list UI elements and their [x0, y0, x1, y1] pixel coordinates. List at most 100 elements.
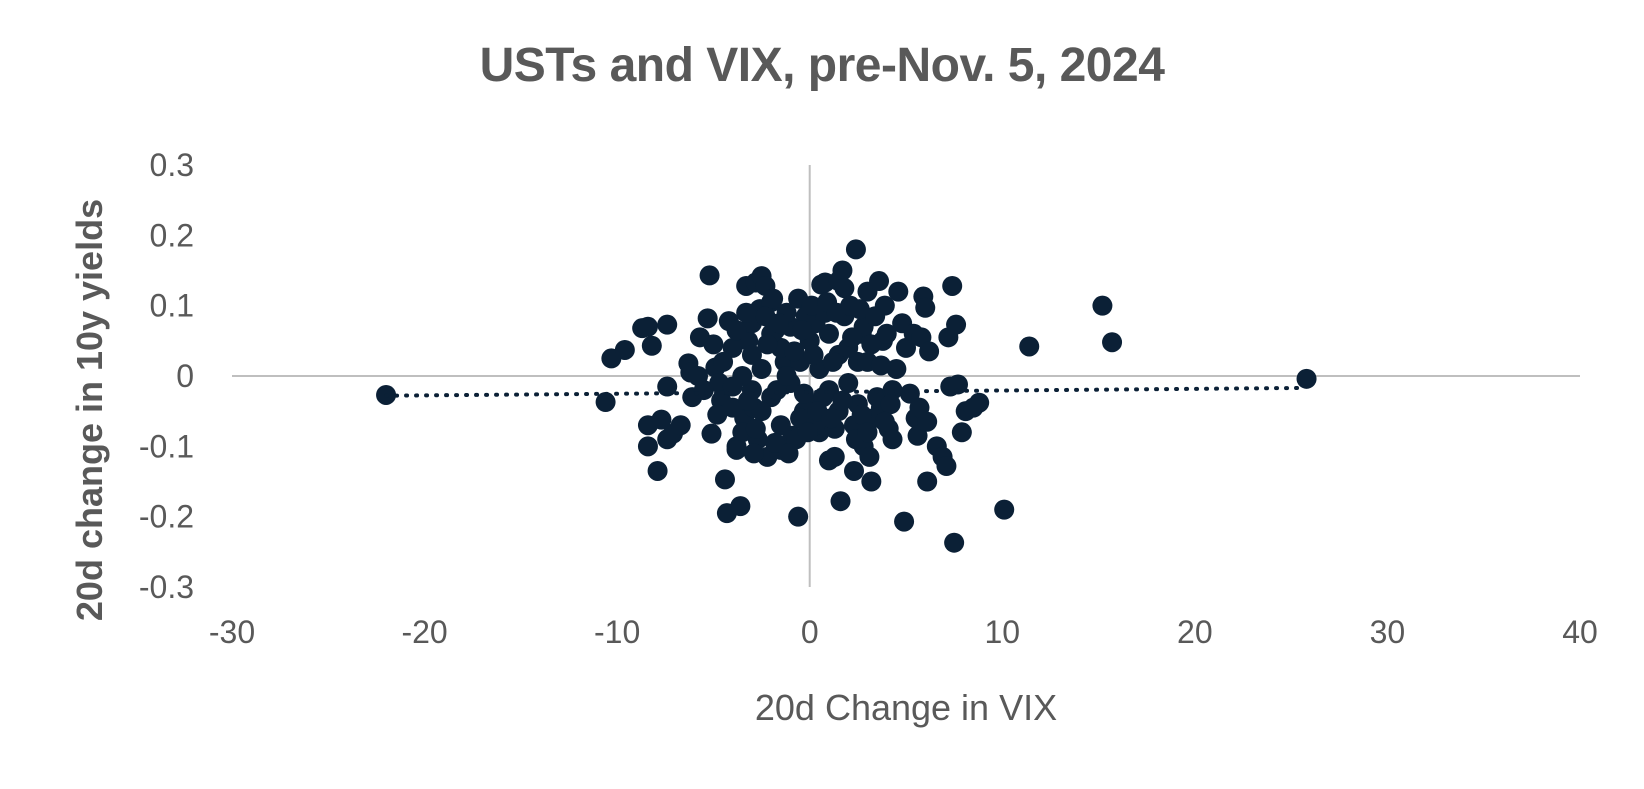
data-point: [707, 404, 728, 425]
data-point: [722, 337, 743, 358]
data-point: [751, 358, 772, 379]
data-point: [830, 491, 851, 512]
data-point: [834, 278, 855, 299]
data-point: [874, 411, 895, 432]
data-point: [880, 394, 901, 415]
data-point: [657, 314, 678, 335]
data-point: [726, 439, 747, 460]
data-point: [915, 297, 936, 318]
data-point: [917, 471, 938, 492]
data-point: [792, 320, 813, 341]
data-point: [714, 469, 735, 490]
data-point: [730, 496, 751, 517]
data-point: [832, 260, 853, 281]
y-tick-label: 0.1: [150, 288, 194, 324]
data-points: [376, 239, 1317, 553]
data-point: [788, 506, 809, 527]
data-point: [936, 456, 957, 477]
data-point: [741, 344, 762, 365]
data-point: [745, 418, 766, 439]
data-point: [888, 281, 909, 302]
trendline-path: [384, 385, 1303, 398]
y-tick-label: -0.3: [139, 569, 194, 605]
data-point: [595, 392, 616, 413]
data-point: [736, 302, 757, 323]
data-point: [886, 358, 907, 379]
data-point: [738, 390, 759, 411]
data-point: [614, 339, 635, 360]
data-point: [765, 432, 786, 453]
data-point: [869, 271, 890, 292]
data-point: [726, 320, 747, 341]
data-point: [637, 436, 658, 457]
data-point: [969, 392, 990, 413]
data-point: [907, 425, 928, 446]
data-point: [857, 422, 878, 443]
data-point: [917, 411, 938, 432]
data-point: [824, 446, 845, 467]
x-tick-label: -10: [594, 614, 640, 650]
data-point: [1092, 295, 1113, 316]
data-point: [844, 460, 865, 481]
data-point: [637, 316, 658, 337]
data-point: [994, 499, 1015, 520]
data-point: [894, 511, 915, 532]
data-point: [822, 351, 843, 372]
x-tick-label: 20: [1177, 614, 1213, 650]
data-point: [647, 460, 668, 481]
data-point: [882, 429, 903, 450]
data-point: [818, 323, 839, 344]
data-point: [842, 327, 863, 348]
data-point: [768, 313, 789, 334]
y-axis-title: 20d change in 10y yields: [69, 199, 110, 621]
data-point: [701, 423, 722, 444]
data-point: [697, 308, 718, 329]
data-point: [946, 314, 967, 335]
x-tick-label: -20: [401, 614, 447, 650]
data-point: [851, 404, 872, 425]
data-point: [838, 373, 859, 394]
data-point: [778, 443, 799, 464]
data-point: [657, 376, 678, 397]
tick-labels: -30 -20 -10 0 10 20 30 40 0.3 0.2 0.1 0 -0.1 -0.2 -0.3: [139, 147, 1598, 650]
x-tick-label: 10: [984, 614, 1020, 650]
x-tick-label: 40: [1562, 614, 1598, 650]
data-point: [722, 397, 743, 418]
data-point: [951, 422, 972, 443]
data-point: [670, 415, 691, 436]
data-point: [947, 374, 968, 395]
data-point: [651, 409, 672, 430]
data-point: [763, 288, 784, 309]
data-point: [766, 380, 787, 401]
data-point: [861, 334, 882, 355]
data-point: [820, 408, 841, 429]
x-tick-label: 0: [801, 614, 819, 650]
data-point: [699, 265, 720, 286]
data-point: [770, 415, 791, 436]
x-axis-title: 20d Change in VIX: [755, 687, 1057, 728]
data-point: [865, 306, 886, 327]
data-point: [832, 390, 853, 411]
y-tick-label: -0.1: [139, 428, 194, 464]
data-point: [801, 295, 822, 316]
data-point: [861, 471, 882, 492]
data-point: [757, 334, 778, 355]
data-point: [859, 446, 880, 467]
data-point: [876, 323, 897, 344]
y-tick-label: 0: [176, 358, 194, 394]
x-tick-label: -30: [209, 614, 255, 650]
y-tick-label: 0.3: [150, 147, 194, 183]
data-point: [641, 335, 662, 356]
data-point: [793, 383, 814, 404]
data-point: [849, 299, 870, 320]
chart-title: USTs and VIX, pre-Nov. 5, 2024: [479, 39, 1165, 92]
data-point: [784, 341, 805, 362]
data-point: [803, 344, 824, 365]
data-point: [1019, 336, 1040, 357]
data-point: [845, 239, 866, 260]
data-point: [743, 443, 764, 464]
data-point: [944, 532, 965, 553]
y-tick-label: 0.2: [150, 217, 194, 253]
data-point: [688, 366, 709, 386]
